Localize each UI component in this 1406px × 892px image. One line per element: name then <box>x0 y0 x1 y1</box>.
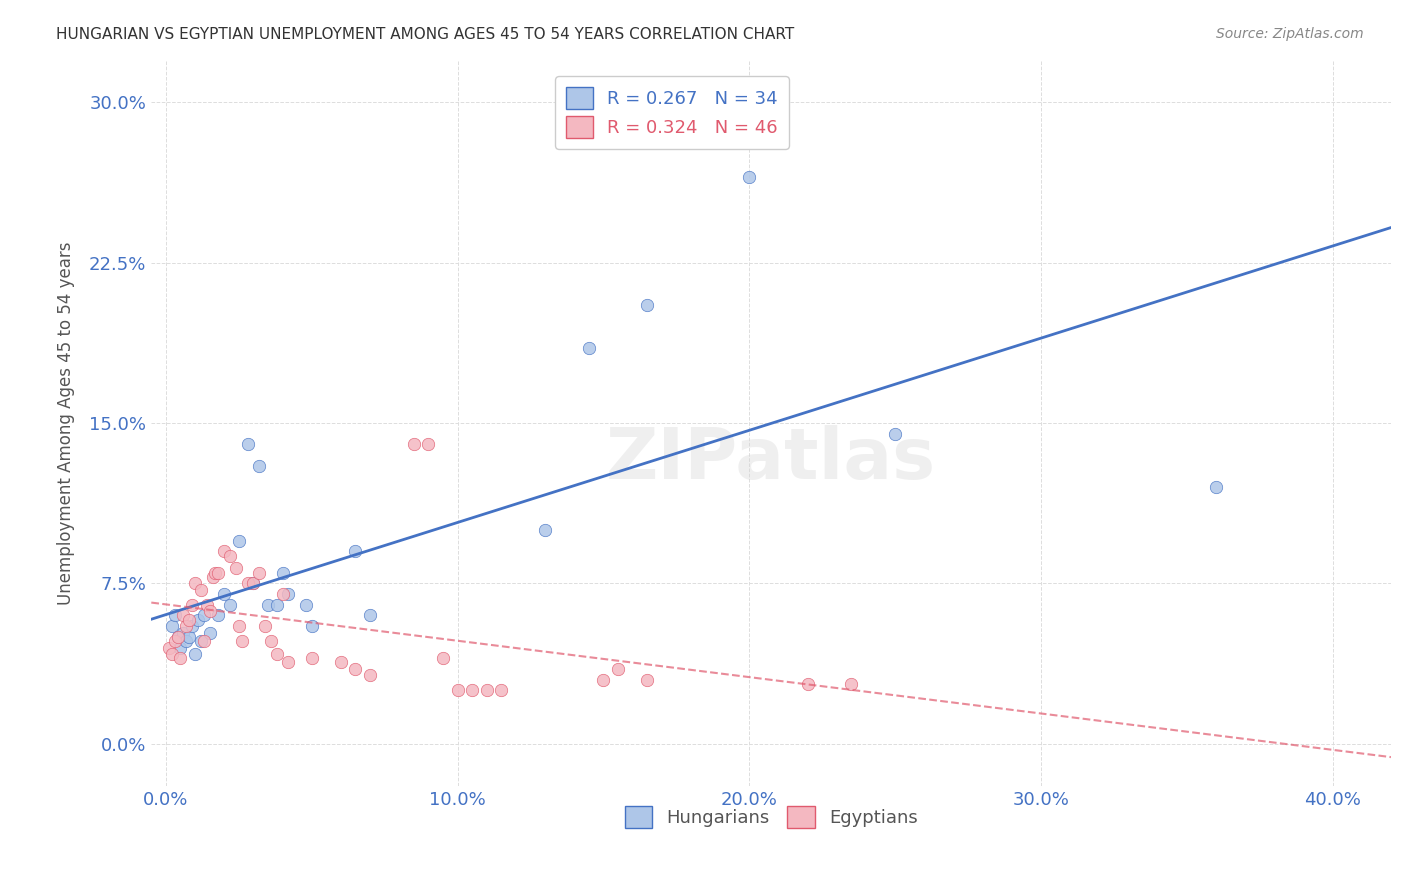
Point <box>301 651 323 665</box>
Point <box>190 634 212 648</box>
Point <box>432 651 454 665</box>
Point <box>1205 480 1227 494</box>
Point <box>160 647 183 661</box>
Point <box>207 566 229 580</box>
Point <box>578 341 600 355</box>
Point <box>461 683 484 698</box>
Point <box>160 619 183 633</box>
Point <box>176 634 198 648</box>
Point <box>301 619 323 633</box>
Point <box>184 647 207 661</box>
Point <box>179 630 201 644</box>
Point <box>260 634 283 648</box>
Point <box>266 598 288 612</box>
Point <box>247 458 270 473</box>
Y-axis label: Unemployment Among Ages 45 to 54 years: Unemployment Among Ages 45 to 54 years <box>58 242 75 605</box>
Point <box>277 656 299 670</box>
Text: Source: ZipAtlas.com: Source: ZipAtlas.com <box>1216 27 1364 41</box>
Point <box>841 677 863 691</box>
Point <box>169 651 191 665</box>
Point <box>228 533 250 548</box>
Point <box>204 566 226 580</box>
Point <box>236 576 259 591</box>
Point <box>738 170 761 185</box>
Point <box>636 298 658 312</box>
Point <box>212 587 235 601</box>
Point <box>402 437 425 451</box>
Point <box>212 544 235 558</box>
Point <box>418 437 440 451</box>
Point <box>796 677 818 691</box>
Point <box>242 576 264 591</box>
Point <box>207 608 229 623</box>
Point <box>169 640 191 655</box>
Point <box>176 619 198 633</box>
Point <box>172 625 194 640</box>
Point <box>181 598 204 612</box>
Point <box>607 662 630 676</box>
Point <box>475 683 498 698</box>
Point <box>359 608 381 623</box>
Point <box>219 549 242 563</box>
Point <box>172 608 194 623</box>
Text: ZIPatlas: ZIPatlas <box>606 425 936 494</box>
Point <box>446 683 468 698</box>
Point <box>184 576 207 591</box>
Point <box>181 619 204 633</box>
Point <box>201 570 224 584</box>
Point <box>636 673 658 687</box>
Point <box>344 662 367 676</box>
Point <box>271 587 294 601</box>
Point <box>190 582 212 597</box>
Point <box>266 647 288 661</box>
Point <box>166 630 188 644</box>
Point <box>277 587 299 601</box>
Point <box>329 656 352 670</box>
Text: HUNGARIAN VS EGYPTIAN UNEMPLOYMENT AMONG AGES 45 TO 54 YEARS CORRELATION CHART: HUNGARIAN VS EGYPTIAN UNEMPLOYMENT AMONG… <box>56 27 794 42</box>
Point <box>163 608 186 623</box>
Point <box>195 598 218 612</box>
Point <box>359 668 381 682</box>
Point <box>491 683 513 698</box>
Point <box>592 673 614 687</box>
Point <box>242 576 264 591</box>
Point <box>198 625 221 640</box>
Legend: Hungarians, Egyptians: Hungarians, Egyptians <box>617 799 925 836</box>
Point <box>166 630 188 644</box>
Point <box>228 619 250 633</box>
Point <box>271 566 294 580</box>
Point <box>236 437 259 451</box>
Point <box>225 561 247 575</box>
Point <box>534 523 557 537</box>
Point <box>179 613 201 627</box>
Point <box>295 598 318 612</box>
Point <box>163 634 186 648</box>
Point <box>193 634 215 648</box>
Point <box>157 640 180 655</box>
Point <box>193 608 215 623</box>
Point <box>219 598 242 612</box>
Point <box>254 619 277 633</box>
Point <box>257 598 280 612</box>
Point <box>884 426 907 441</box>
Point <box>231 634 253 648</box>
Point <box>187 613 209 627</box>
Point <box>247 566 270 580</box>
Point <box>344 544 367 558</box>
Point <box>198 604 221 618</box>
